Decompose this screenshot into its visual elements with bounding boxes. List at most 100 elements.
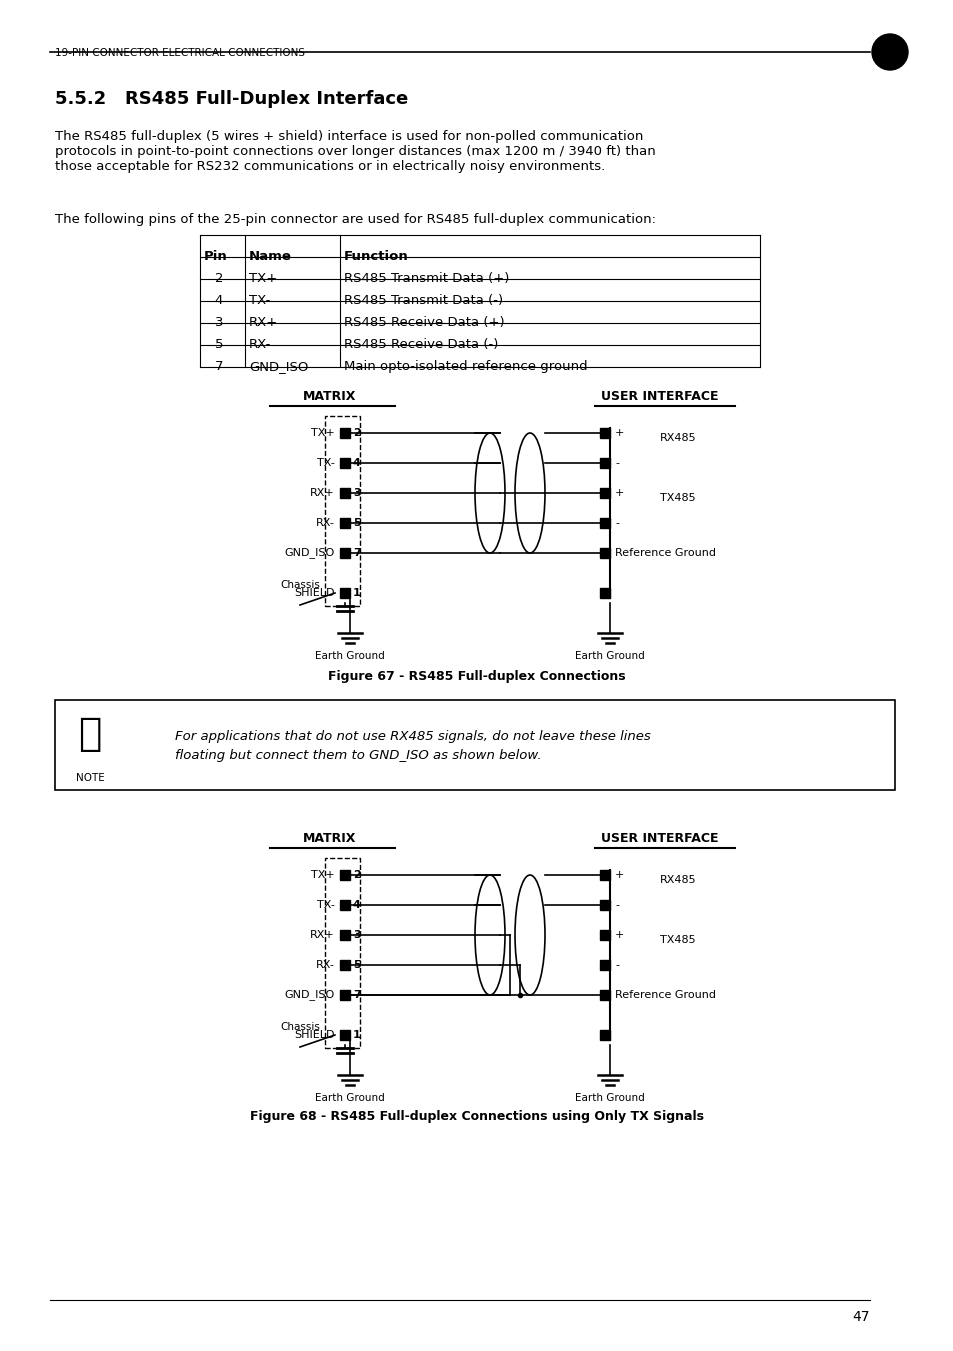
Text: Figure 67 - RS485 Full-duplex Connections: Figure 67 - RS485 Full-duplex Connection…	[328, 670, 625, 684]
Bar	[339, 929, 350, 940]
Text: Earth Ground: Earth Ground	[314, 651, 384, 661]
Bar	[599, 549, 609, 558]
Text: Name: Name	[249, 250, 292, 263]
Bar	[599, 588, 609, 598]
Text: Earth Ground: Earth Ground	[575, 651, 644, 661]
Text: RX-: RX-	[315, 961, 335, 970]
Bar	[599, 488, 609, 499]
Text: -: -	[615, 517, 618, 528]
Text: 2: 2	[353, 870, 360, 880]
Text: The RS485 full-duplex (5 wires + shield) interface is used for non-polled commun: The RS485 full-duplex (5 wires + shield)…	[55, 130, 655, 173]
Bar	[339, 549, 350, 558]
Bar	[339, 588, 350, 598]
Bar	[339, 870, 350, 880]
Text: USER INTERFACE: USER INTERFACE	[600, 831, 718, 844]
Text: Chassis: Chassis	[280, 1021, 319, 1032]
Bar	[599, 517, 609, 528]
Text: 47: 47	[852, 1310, 869, 1324]
Text: Earth Ground: Earth Ground	[575, 1093, 644, 1102]
Text: TX+: TX+	[249, 272, 277, 285]
Text: SHIELD: SHIELD	[294, 1029, 335, 1040]
Text: NOTE: NOTE	[75, 773, 104, 784]
Bar	[339, 517, 350, 528]
Text: 7: 7	[353, 990, 360, 1000]
Text: TX+: TX+	[311, 428, 335, 438]
Text: 5.5.2   RS485 Full-Duplex Interface: 5.5.2 RS485 Full-Duplex Interface	[55, 91, 408, 108]
Text: -: -	[615, 458, 618, 467]
Bar	[339, 961, 350, 970]
Text: Reference Ground: Reference Ground	[615, 990, 716, 1000]
Bar	[55, 700, 894, 790]
Text: +: +	[615, 428, 623, 438]
Text: 3: 3	[353, 488, 360, 499]
Text: ☞: ☞	[78, 716, 102, 754]
Text: RS485 Receive Data (+): RS485 Receive Data (+)	[344, 316, 504, 330]
Text: RS485 Transmit Data (+): RS485 Transmit Data (+)	[344, 272, 509, 285]
Text: Figure 68 - RS485 Full-duplex Connections using Only TX Signals: Figure 68 - RS485 Full-duplex Connection…	[250, 1111, 703, 1123]
Bar	[339, 458, 350, 467]
Bar	[599, 900, 609, 911]
Bar	[599, 458, 609, 467]
Text: +: +	[615, 488, 623, 499]
Text: RX+: RX+	[310, 929, 335, 940]
Text: GND_ISO: GND_ISO	[249, 359, 308, 373]
Text: 19-PIN CONNECTOR ELECTRICAL CONNECTIONS: 19-PIN CONNECTOR ELECTRICAL CONNECTIONS	[55, 49, 305, 58]
Text: +: +	[615, 929, 623, 940]
Text: -: -	[615, 961, 618, 970]
Bar	[599, 929, 609, 940]
Bar	[339, 488, 350, 499]
Text: RS485 Transmit Data (-): RS485 Transmit Data (-)	[344, 295, 502, 307]
Bar	[339, 900, 350, 911]
Text: Reference Ground: Reference Ground	[615, 549, 716, 558]
Text: RX485: RX485	[659, 875, 696, 885]
Bar	[599, 990, 609, 1000]
Text: USER INTERFACE: USER INTERFACE	[600, 389, 718, 403]
Circle shape	[871, 34, 907, 70]
Text: RX485: RX485	[659, 434, 696, 443]
Text: SHIELD: SHIELD	[294, 588, 335, 598]
Text: TX+: TX+	[311, 870, 335, 880]
Text: RX+: RX+	[310, 488, 335, 499]
Text: 2: 2	[353, 428, 360, 438]
Bar	[599, 870, 609, 880]
Text: 7: 7	[353, 549, 360, 558]
Text: For applications that do not use RX485 signals, do not leave these lines
floatin: For applications that do not use RX485 s…	[174, 730, 650, 762]
Text: TX485: TX485	[659, 493, 695, 503]
Text: RX-: RX-	[315, 517, 335, 528]
Text: 5: 5	[883, 45, 894, 59]
Text: TX-: TX-	[316, 458, 335, 467]
Text: 4: 4	[214, 295, 223, 307]
Text: 4: 4	[353, 458, 360, 467]
Text: Main opto-isolated reference ground: Main opto-isolated reference ground	[344, 359, 587, 373]
Text: TX-: TX-	[249, 295, 270, 307]
Text: Function: Function	[344, 250, 408, 263]
Bar	[599, 961, 609, 970]
Bar	[325, 858, 359, 1048]
Text: The following pins of the 25-pin connector are used for RS485 full-duplex commun: The following pins of the 25-pin connect…	[55, 213, 656, 226]
Text: 2: 2	[214, 272, 223, 285]
Bar	[339, 990, 350, 1000]
Text: TX485: TX485	[659, 935, 695, 944]
Text: 7: 7	[214, 359, 223, 373]
Text: RX+: RX+	[249, 316, 278, 330]
Text: Chassis: Chassis	[280, 580, 319, 590]
Text: RS485 Receive Data (-): RS485 Receive Data (-)	[344, 338, 497, 351]
Bar	[339, 428, 350, 438]
Bar	[325, 416, 359, 607]
Text: 4: 4	[353, 900, 360, 911]
Text: 1: 1	[353, 588, 360, 598]
Text: TX-: TX-	[316, 900, 335, 911]
Bar	[339, 1029, 350, 1040]
Text: MATRIX: MATRIX	[303, 831, 356, 844]
Text: +: +	[615, 870, 623, 880]
Text: 5: 5	[353, 961, 360, 970]
Text: Earth Ground: Earth Ground	[314, 1093, 384, 1102]
Text: GND_ISO: GND_ISO	[284, 547, 335, 558]
Text: Pin: Pin	[204, 250, 228, 263]
Bar	[599, 428, 609, 438]
Text: 1: 1	[353, 1029, 360, 1040]
Text: 3: 3	[214, 316, 223, 330]
Text: MATRIX: MATRIX	[303, 389, 356, 403]
Text: 3: 3	[353, 929, 360, 940]
Text: -: -	[615, 900, 618, 911]
